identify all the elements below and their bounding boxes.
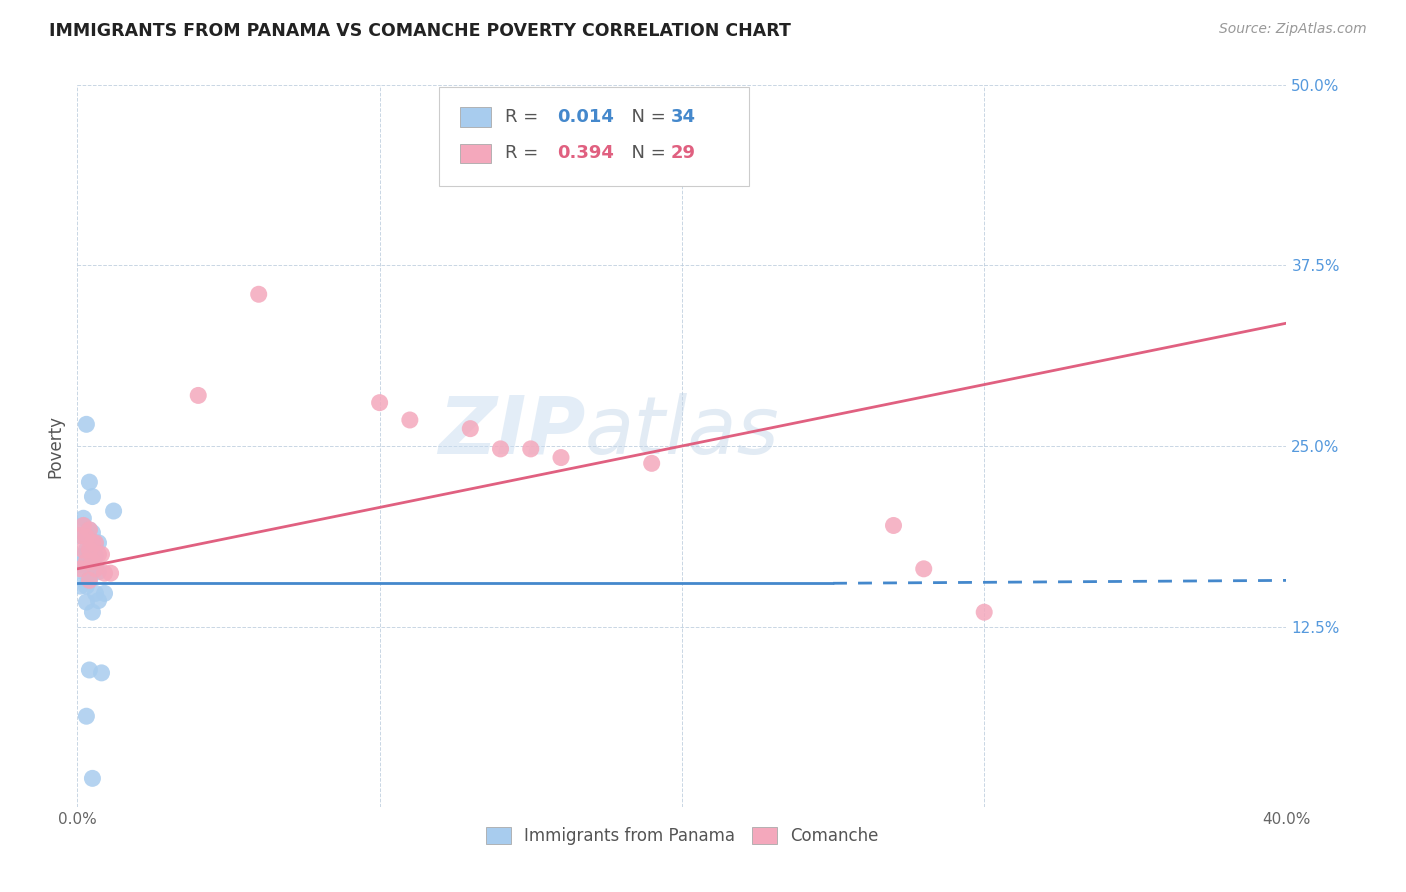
Point (79, 475, 101, 489)
Text: Source: ZipAtlas.com: Source: ZipAtlas.com (1219, 22, 1367, 37)
Point (72, 518, 94, 533)
Point (84, 536, 107, 550)
Point (82, 565, 104, 579)
Point (912, 562, 935, 576)
Text: N =: N = (620, 145, 672, 162)
Point (72, 511, 94, 525)
Point (520, 442, 543, 456)
Point (82, 490, 104, 504)
Point (75, 528, 97, 542)
Point (82, 605, 104, 619)
Text: atlas: atlas (585, 392, 780, 471)
Text: 0.014: 0.014 (557, 108, 613, 126)
Point (84, 586, 107, 600)
Point (72, 549, 94, 563)
Point (75, 595, 97, 609)
Text: 29: 29 (671, 145, 696, 162)
Point (75, 417, 97, 432)
Point (93, 586, 115, 600)
Y-axis label: Poverty: Poverty (46, 415, 65, 477)
Point (79, 523, 101, 537)
Point (103, 504, 125, 518)
Point (72, 565, 94, 579)
Point (90, 548, 112, 562)
Text: R =: R = (505, 108, 544, 126)
Point (84, 549, 107, 563)
Point (69, 579, 91, 593)
Point (69, 558, 91, 572)
Point (75, 558, 97, 572)
Point (82, 543, 104, 558)
Point (82, 772, 104, 786)
Text: IMMIGRANTS FROM PANAMA VS COMANCHE POVERTY CORRELATION CHART: IMMIGRANTS FROM PANAMA VS COMANCHE POVER… (49, 22, 792, 40)
Point (79, 572, 101, 586)
Point (458, 422, 481, 436)
Point (93, 566, 115, 581)
Point (100, 566, 122, 581)
Point (75, 543, 97, 558)
Point (84, 537, 107, 551)
Point (87, 548, 110, 562)
Point (82, 555, 104, 569)
Point (82, 536, 104, 550)
Point (973, 605, 995, 619)
Point (69, 528, 91, 542)
Point (75, 555, 97, 569)
Point (69, 562, 91, 576)
Point (75, 709, 97, 723)
Text: ZIP: ZIP (437, 392, 585, 471)
Legend: Immigrants from Panama, Comanche: Immigrants from Panama, Comanche (477, 818, 887, 853)
Point (82, 525, 104, 540)
Point (883, 518, 905, 533)
Point (79, 543, 101, 558)
Text: N =: N = (620, 108, 672, 126)
Point (79, 523, 101, 537)
Text: 0.394: 0.394 (557, 145, 613, 162)
Point (79, 574, 101, 588)
Text: R =: R = (505, 145, 544, 162)
Point (489, 442, 512, 456)
Point (72, 518, 94, 533)
Point (187, 388, 209, 402)
Point (79, 549, 101, 563)
Point (87, 536, 110, 550)
Point (69, 528, 91, 542)
Point (641, 456, 664, 470)
Point (87, 593, 110, 607)
Point (75, 530, 97, 544)
Point (90, 665, 112, 680)
Point (247, 287, 270, 301)
Text: 34: 34 (671, 108, 696, 126)
Point (399, 413, 422, 427)
Point (550, 450, 572, 465)
Point (368, 395, 391, 409)
Point (79, 663, 101, 677)
Point (72, 543, 94, 558)
Point (87, 565, 110, 579)
Point (75, 579, 97, 593)
Point (84, 562, 107, 576)
